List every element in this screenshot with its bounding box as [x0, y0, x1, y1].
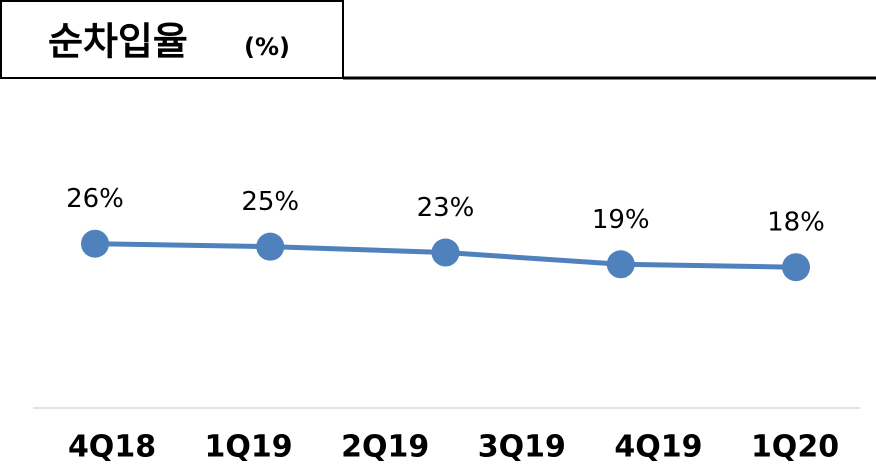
data-label: 23% — [417, 193, 475, 223]
x-tick-label: 2Q19 — [341, 430, 429, 465]
chart-subtitle: (%) — [244, 33, 290, 61]
chart-title: 순차입율 — [48, 20, 188, 64]
point — [782, 253, 810, 282]
point — [81, 229, 109, 258]
title-box — [0, 0, 344, 79]
x-tick-label: 3Q19 — [478, 430, 566, 465]
point — [431, 238, 460, 267]
data-label: 25% — [241, 187, 299, 217]
x-tick-label: 4Q18 — [68, 430, 156, 465]
data-label: 18% — [767, 208, 825, 238]
x-tick-label: 4Q19 — [614, 430, 702, 465]
point — [606, 250, 635, 279]
x-tick-label: 1Q20 — [751, 430, 839, 465]
data-label: 26% — [66, 184, 124, 214]
data-label: 19% — [592, 205, 650, 235]
x-tick-label: 1Q19 — [205, 430, 293, 465]
point — [256, 232, 285, 261]
